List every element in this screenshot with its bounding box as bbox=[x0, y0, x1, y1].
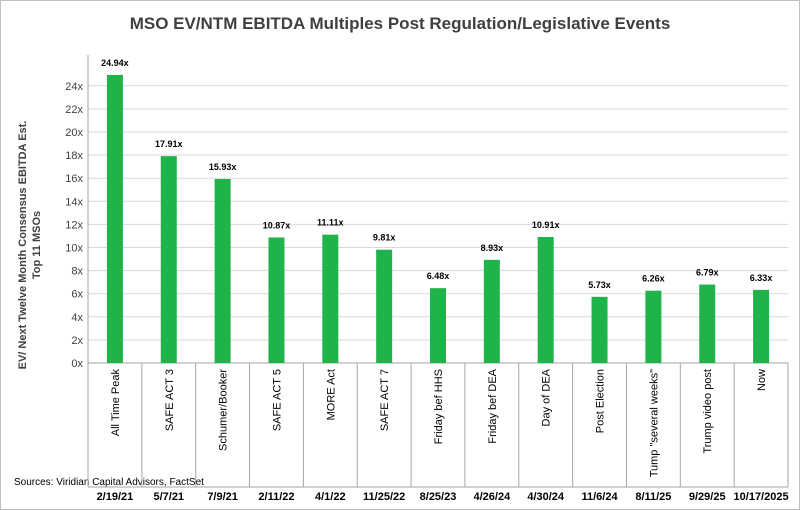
data-label: 17.91x bbox=[155, 139, 183, 149]
date-label: 2/19/21 bbox=[97, 491, 134, 503]
data-label: 8.93x bbox=[481, 243, 504, 253]
data-label: 10.91x bbox=[532, 220, 560, 230]
category-label: Friday bef DEA bbox=[487, 368, 499, 443]
y-tick-label: 12x bbox=[65, 219, 83, 231]
bar bbox=[268, 237, 285, 363]
category-label: MORE Act bbox=[325, 369, 337, 420]
category-label: Schumer/Booker bbox=[218, 369, 230, 451]
y-tick-label: 14x bbox=[65, 196, 83, 208]
chart-title: MSO EV/NTM EBITDA Multiples Post Regulat… bbox=[129, 14, 671, 33]
bar bbox=[160, 156, 177, 363]
category-label: Day of DEA bbox=[541, 368, 553, 426]
data-label: 6.26x bbox=[642, 274, 665, 284]
date-label: 7/9/21 bbox=[207, 491, 238, 503]
date-label: 4/30/24 bbox=[527, 491, 565, 503]
category-label: All Time Peak bbox=[110, 369, 122, 437]
y-tick-label: 16x bbox=[65, 173, 83, 185]
y-tick-label: 6x bbox=[71, 289, 83, 301]
date-label: 4/26/24 bbox=[473, 491, 511, 503]
y-tick-label: 0x bbox=[71, 358, 83, 370]
data-label: 9.81x bbox=[373, 233, 396, 243]
y-tick-label: 10x bbox=[65, 243, 83, 255]
bar bbox=[537, 236, 554, 363]
date-label: 8/11/25 bbox=[635, 491, 671, 503]
category-label: Trump video post bbox=[702, 369, 714, 454]
y-tick-label: 22x bbox=[65, 104, 83, 116]
data-label: 15.93x bbox=[209, 162, 237, 172]
category-label: Post Election bbox=[595, 369, 607, 433]
source-note: Sources: Viridian Capital Advisors, Fact… bbox=[14, 477, 204, 488]
bar bbox=[106, 74, 123, 364]
y-tick-label: 2x bbox=[71, 335, 83, 347]
category-label: SAFE ACT 5 bbox=[271, 369, 283, 431]
data-label: 5.73x bbox=[588, 280, 611, 290]
y-tick-label: 20x bbox=[65, 127, 83, 139]
bar bbox=[753, 289, 770, 363]
bar bbox=[322, 234, 339, 363]
data-label: 10.87x bbox=[263, 220, 291, 230]
data-label: 6.48x bbox=[427, 271, 450, 281]
y-tick-label: 8x bbox=[71, 266, 83, 278]
date-label: 10/17/2025 bbox=[734, 491, 789, 503]
y-tick-label: 4x bbox=[71, 312, 83, 324]
date-label: 4/1/22 bbox=[315, 491, 346, 503]
category-label: SAFE ACT 3 bbox=[164, 369, 176, 431]
category-label: Friday bef HHS bbox=[433, 369, 445, 444]
category-label: Now bbox=[756, 369, 768, 391]
bar bbox=[645, 290, 662, 363]
data-label: 6.79x bbox=[696, 268, 719, 278]
date-label: 11/25/22 bbox=[363, 491, 405, 503]
y-tick-label: 24x bbox=[65, 81, 83, 93]
bar bbox=[591, 296, 608, 363]
data-label: 11.11x bbox=[317, 218, 344, 228]
date-label: 5/7/21 bbox=[153, 491, 184, 503]
bar bbox=[483, 259, 500, 363]
bar bbox=[430, 288, 446, 363]
bar bbox=[214, 179, 231, 363]
data-label: 24.94x bbox=[101, 58, 129, 68]
date-label: 11/6/24 bbox=[581, 491, 618, 503]
data-label: 6.33x bbox=[750, 273, 773, 283]
bar bbox=[699, 284, 716, 363]
y-tick-label: 18x bbox=[65, 150, 83, 162]
bar bbox=[376, 249, 393, 363]
date-label: 2/11/22 bbox=[258, 491, 294, 503]
category-label: SAFE ACT 7 bbox=[379, 369, 391, 431]
date-label: 9/29/25 bbox=[689, 491, 726, 503]
category-label: Tump "several weeks" bbox=[648, 369, 660, 477]
date-label: 8/25/23 bbox=[420, 491, 457, 503]
